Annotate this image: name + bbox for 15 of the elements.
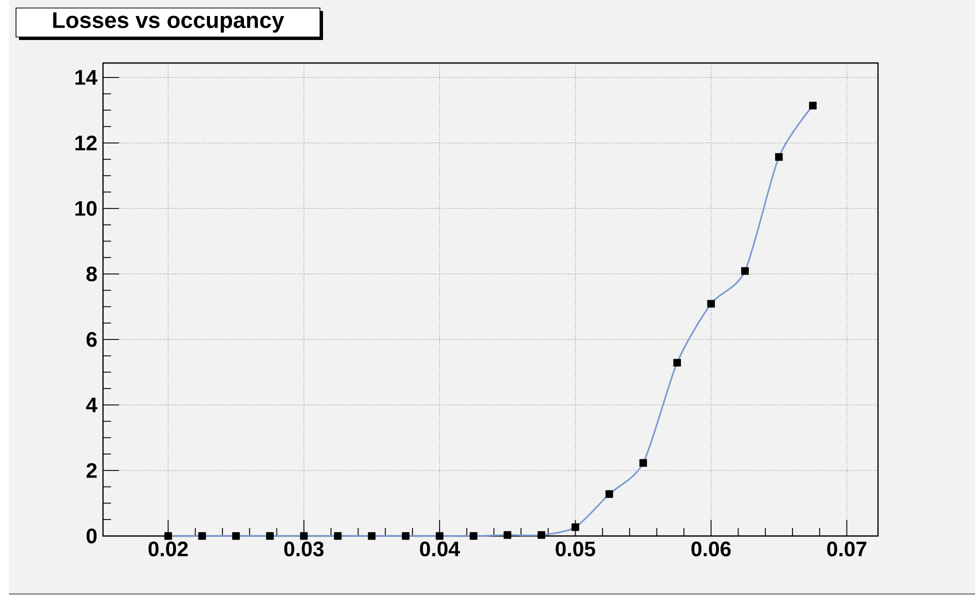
x-tick-label: 0.07 <box>827 542 866 556</box>
x-tick-label: 0.06 <box>691 542 731 556</box>
chart-title: Losses vs occupancy <box>53 12 284 33</box>
x-tick-label: 0.03 <box>284 542 324 556</box>
y-tick-label: 14 <box>75 70 98 85</box>
y-tick-label: 12 <box>75 136 97 150</box>
x-tick-label: 0.04 <box>420 542 460 556</box>
y-tick-label: 2 <box>86 463 97 478</box>
y-tick-label: 4 <box>86 398 98 412</box>
x-tick-label: 0.05 <box>556 542 596 556</box>
y-tick-label: 10 <box>75 200 97 216</box>
y-tick-label: 8 <box>86 266 97 282</box>
y-tick-label: 6 <box>86 332 97 347</box>
y-tick-label: 0 <box>86 528 97 544</box>
x-tick-label: 0.02 <box>148 542 188 556</box>
